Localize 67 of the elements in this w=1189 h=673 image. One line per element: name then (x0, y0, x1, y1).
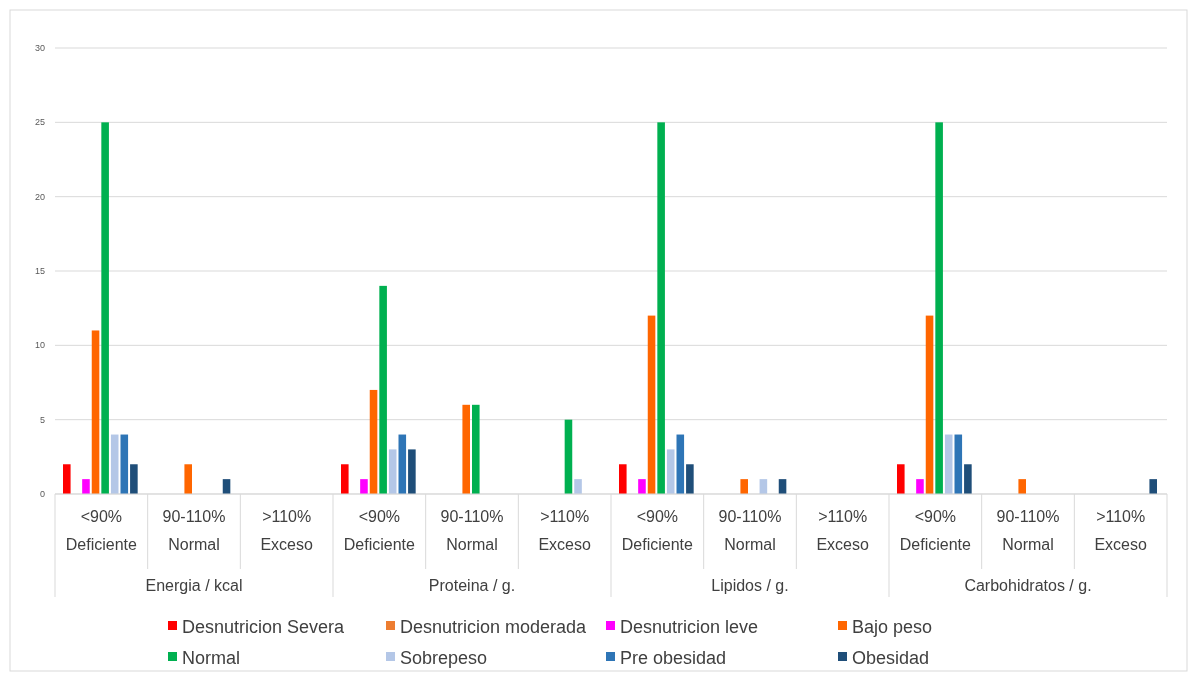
bar (1149, 479, 1157, 494)
text: Energia / kcal (145, 577, 243, 594)
bar (379, 285, 387, 494)
text: Carbohidratos / g. (964, 577, 1092, 594)
bar (647, 315, 656, 494)
legend-label: Pre obesidad (620, 648, 727, 669)
x-tick-label: 90-110% Normal (440, 508, 504, 553)
text: Proteina / g. (428, 577, 516, 594)
y-tick-label: 0 (39, 488, 45, 499)
bar (184, 464, 192, 494)
bar (666, 449, 675, 494)
bar (472, 404, 480, 494)
x-tick-label: >110% Exceso (260, 508, 313, 553)
bar (574, 479, 582, 494)
bar (388, 449, 397, 494)
y-tick-label: 5 (39, 414, 45, 425)
bar (638, 479, 646, 494)
y-tick-label: 15 (34, 265, 45, 276)
x-tick-label: <90% Deficiente (343, 508, 416, 553)
x-tick-label: >110% Exceso (1094, 508, 1147, 553)
bar (925, 315, 934, 494)
bar (82, 479, 90, 494)
y-tick-label: 10 (34, 340, 45, 351)
legend-label: Desnutricion Severa (182, 617, 346, 638)
x-tick-label: 90-110% Normal (996, 508, 1060, 553)
bar (740, 479, 748, 494)
bar (916, 479, 924, 494)
y-tick-label: 25 (34, 117, 45, 128)
legend-label: Desnutricion leve (620, 617, 759, 638)
x-tick-label: 90-110% Normal (718, 508, 782, 553)
bar (369, 389, 378, 494)
bar (1018, 479, 1026, 494)
x-tick-label: <90% Deficiente (899, 508, 972, 553)
x-tick-label: <90% Deficiente (65, 508, 138, 553)
bar (676, 434, 685, 494)
bar (935, 122, 943, 494)
bar (657, 122, 665, 494)
bar (398, 434, 407, 494)
bar (110, 434, 119, 494)
legend-label: Normal (182, 648, 241, 669)
x-tick-label: <90% Deficiente (621, 508, 694, 553)
bar (408, 449, 416, 494)
bar (619, 464, 627, 494)
bar (686, 464, 694, 494)
bar (964, 464, 972, 494)
legend-label: Desnutricion moderada (400, 617, 588, 638)
bar (101, 122, 109, 494)
bar (462, 404, 470, 494)
legend-label: Bajo peso (852, 617, 933, 638)
bar (564, 419, 573, 494)
bar (91, 330, 100, 494)
bar (130, 464, 138, 494)
legend-label: Obesidad (852, 648, 930, 669)
bar (341, 464, 349, 494)
bar (360, 479, 368, 494)
bar (63, 464, 71, 494)
text: Lipidos / g. (711, 577, 789, 594)
bar (944, 434, 953, 494)
x-tick-label: >110% Exceso (816, 508, 869, 553)
y-tick-label: 30 (34, 42, 45, 53)
x-tick-label: >110% Exceso (538, 508, 591, 553)
y-tick-label: 20 (34, 191, 45, 202)
legend-label: Sobrepeso (400, 648, 488, 669)
x-tick-label: 90-110% Normal (162, 508, 226, 553)
bar (897, 464, 905, 494)
bar (954, 434, 963, 494)
bar (120, 434, 129, 494)
